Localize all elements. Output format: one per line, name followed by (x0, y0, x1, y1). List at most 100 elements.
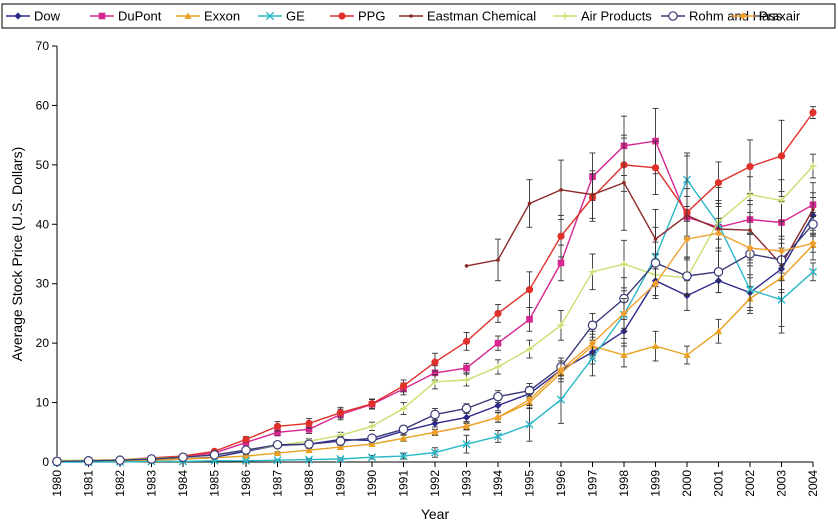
data-point (242, 452, 250, 459)
data-point (241, 456, 251, 465)
data-point (588, 339, 597, 347)
data-point (273, 422, 282, 430)
data-point (650, 258, 661, 268)
data-point (462, 337, 471, 345)
data-point (336, 409, 345, 417)
y-tick-label: 40 (36, 217, 50, 231)
data-point (809, 162, 817, 170)
data-point (620, 260, 628, 268)
series-eastman-chemical (464, 134, 816, 334)
data-point (714, 327, 723, 335)
data-point (242, 435, 250, 444)
legend-label: Eastman Chemical (427, 9, 536, 24)
x-tick-label: 1984 (176, 470, 190, 497)
legend-label: GE (286, 9, 305, 24)
data-point (746, 163, 754, 171)
x-tick-label: 2003 (775, 470, 789, 497)
data-point (808, 219, 818, 230)
data-point (525, 396, 534, 404)
x-axis-title: Year (421, 506, 450, 522)
data-point (525, 286, 534, 294)
data-point (745, 285, 755, 294)
data-point (685, 213, 689, 218)
data-point (464, 264, 469, 268)
data-point (494, 401, 502, 410)
legend-item-praxair: Praxair (731, 9, 801, 24)
x-tick-label: 1989 (334, 470, 348, 497)
data-point (525, 345, 534, 353)
data-point (274, 428, 281, 436)
legend-label: DuPont (118, 9, 162, 24)
y-tick-label: 20 (36, 336, 50, 350)
legend-label: PPG (358, 9, 385, 24)
legend-item-ge: GE (258, 9, 305, 24)
x-tick-label: 2000 (680, 470, 694, 497)
data-point (367, 433, 377, 444)
x-tick-label: 2002 (743, 470, 757, 497)
data-point (462, 440, 471, 449)
data-point (496, 258, 500, 262)
data-point (368, 440, 376, 448)
data-point (526, 316, 533, 323)
data-point (811, 207, 815, 212)
series-dow (53, 197, 817, 466)
legend-item-air-products: Air Products (553, 9, 652, 24)
data-point (651, 280, 660, 288)
data-point (431, 369, 439, 377)
x-tick-label: 1997 (586, 470, 600, 497)
data-point (777, 152, 786, 160)
x-tick-label: 1980 (50, 470, 64, 497)
data-point (431, 428, 439, 436)
data-point (273, 449, 282, 456)
data-point (398, 424, 409, 435)
data-point (809, 239, 817, 247)
data-point (241, 445, 251, 455)
legend-item-exxon: Exxon (176, 9, 240, 24)
data-point (683, 235, 691, 243)
data-point (431, 419, 439, 427)
data-point (461, 403, 472, 414)
legend-marker (739, 12, 747, 20)
data-point (588, 353, 597, 363)
data-point (273, 456, 282, 465)
data-point (557, 321, 565, 329)
data-point (430, 409, 440, 420)
legend-marker (561, 12, 569, 20)
data-point (557, 366, 565, 374)
data-point (493, 432, 503, 441)
x-tick-label: 1994 (491, 470, 505, 497)
x-tick-label: 2001 (712, 470, 726, 497)
x-tick-label: 1991 (397, 470, 411, 497)
data-point (587, 320, 598, 331)
legend-item-eastman-chemical: Eastman Chemical (399, 9, 536, 24)
data-point (746, 190, 754, 199)
legend-marker (184, 12, 192, 19)
y-tick-label: 60 (36, 98, 50, 112)
data-point (305, 446, 313, 453)
x-tick-label: 1996 (554, 470, 568, 497)
data-point (368, 422, 376, 430)
y-tick-label: 0 (42, 455, 49, 469)
data-point (368, 400, 376, 408)
data-point (808, 267, 818, 276)
x-tick-label: 2004 (806, 470, 820, 497)
data-point (430, 448, 440, 457)
data-point (559, 188, 563, 192)
x-tick-label: 1985 (208, 470, 222, 497)
data-point (462, 376, 471, 384)
data-point (714, 179, 723, 187)
legend-marker (668, 11, 678, 21)
legend-label: Air Products (581, 9, 652, 24)
data-point (809, 108, 817, 117)
legend-label: Dow (34, 9, 61, 24)
x-tick-label: 1987 (271, 470, 285, 497)
data-point (557, 232, 565, 240)
data-point (431, 378, 439, 386)
data-point (304, 455, 314, 464)
legend-label: Praxair (759, 9, 801, 24)
data-point (493, 391, 503, 402)
data-point (682, 271, 692, 281)
data-point (588, 268, 597, 276)
